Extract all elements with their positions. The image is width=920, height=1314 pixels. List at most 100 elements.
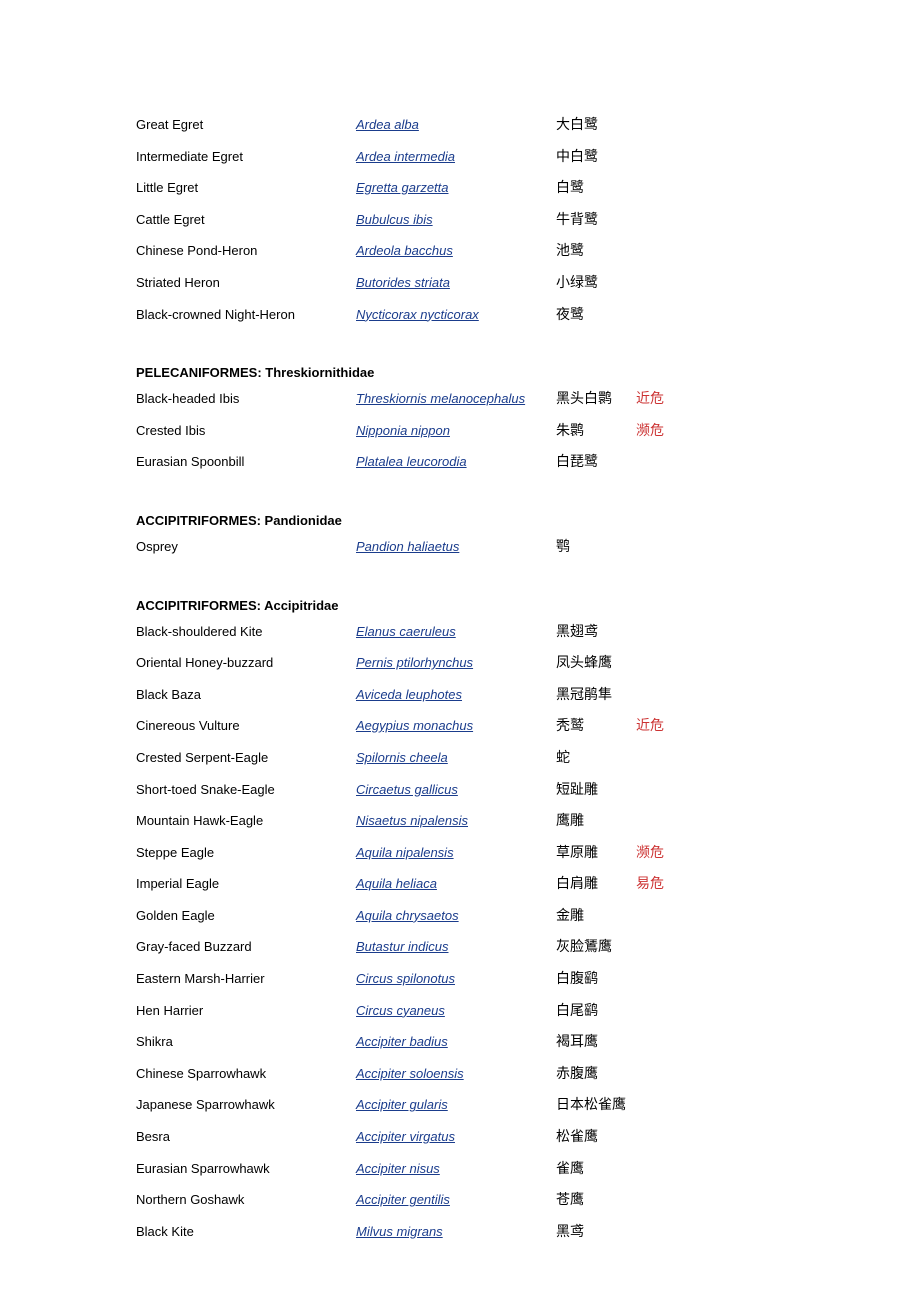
chinese-name: 黑翅鸢: [556, 623, 636, 643]
scientific-name-link[interactable]: Spilornis cheela: [356, 750, 448, 765]
scientific-name-cell: Platalea leucorodia: [356, 453, 556, 471]
scientific-name-link[interactable]: Elanus caeruleus: [356, 624, 456, 639]
scientific-name-link[interactable]: Ardea alba: [356, 117, 419, 132]
bird-row: Striated HeronButorides striata小绿鹭: [136, 274, 784, 294]
scientific-name-link[interactable]: Accipiter nisus: [356, 1161, 440, 1176]
scientific-name-link[interactable]: Accipiter badius: [356, 1034, 448, 1049]
chinese-name: 黑鸢: [556, 1223, 636, 1243]
bird-section: ACCIPITRIFORMES: Accipitridae Black-shoul…: [136, 598, 784, 1243]
scientific-name-link[interactable]: Nipponia nippon: [356, 423, 450, 438]
common-name: Eurasian Sparrowhawk: [136, 1160, 356, 1178]
scientific-name-link[interactable]: Aegypius monachus: [356, 718, 473, 733]
scientific-name-link[interactable]: Circaetus gallicus: [356, 782, 458, 797]
chinese-name: 灰脸鵟鹰: [556, 938, 636, 958]
chinese-name: 金雕: [556, 907, 636, 927]
scientific-name-cell: Milvus migrans: [356, 1223, 556, 1241]
section-header: ACCIPITRIFORMES: Accipitridae: [136, 598, 784, 613]
common-name: Black-shouldered Kite: [136, 623, 356, 641]
scientific-name-link[interactable]: Aquila chrysaetos: [356, 908, 459, 923]
scientific-name-link[interactable]: Pernis ptilorhynchus: [356, 655, 473, 670]
scientific-name-link[interactable]: Accipiter soloensis: [356, 1066, 464, 1081]
scientific-name-cell: Aquila chrysaetos: [356, 907, 556, 925]
bird-species-list: Great EgretArdea alba大白鹭Intermediate Egr…: [136, 116, 784, 1242]
scientific-name-link[interactable]: Aviceda leuphotes: [356, 687, 462, 702]
common-name: Chinese Sparrowhawk: [136, 1065, 356, 1083]
scientific-name-link[interactable]: Milvus migrans: [356, 1224, 443, 1239]
chinese-name: 白鹭: [556, 179, 636, 199]
conservation-status: 易危: [636, 875, 696, 895]
common-name: Cinereous Vulture: [136, 717, 356, 735]
bird-row: Gray-faced BuzzardButastur indicus 灰脸鵟鹰: [136, 938, 784, 958]
scientific-name-cell: Aegypius monachus: [356, 717, 556, 735]
common-name: Shikra: [136, 1033, 356, 1051]
bird-section: PELECANIFORMES: ThreskiornithidaeBlack-h…: [136, 365, 784, 473]
bird-row: Black BazaAviceda leuphotes黑冠鹃隼: [136, 686, 784, 706]
common-name: Eastern Marsh-Harrier: [136, 970, 356, 988]
bird-row: Mountain Hawk-EagleNisaetus nipalensis鹰雕: [136, 812, 784, 832]
scientific-name-cell: Circaetus gallicus: [356, 781, 556, 799]
bird-row: Crested Serpent-EagleSpilornis cheela蛇: [136, 749, 784, 769]
section-header: PELECANIFORMES: Threskiornithidae: [136, 365, 784, 380]
scientific-name-link[interactable]: Butorides striata: [356, 275, 450, 290]
scientific-name-link[interactable]: Nisaetus nipalensis: [356, 813, 468, 828]
chinese-name: 草原雕: [556, 844, 636, 864]
chinese-name: 秃鹫: [556, 717, 636, 737]
conservation-status: 近危: [636, 717, 696, 737]
scientific-name-link[interactable]: Bubulcus ibis: [356, 212, 433, 227]
bird-row: Little EgretEgretta garzetta 白鹭: [136, 179, 784, 199]
bird-row: Black-crowned Night-HeronNycticorax nyct…: [136, 306, 784, 326]
common-name: Cattle Egret: [136, 211, 356, 229]
bird-row: Short-toed Snake-EagleCircaetus gallicus…: [136, 781, 784, 801]
bird-row: Japanese SparrowhawkAccipiter gularis日本松…: [136, 1096, 784, 1116]
scientific-name-link[interactable]: Circus cyaneus: [356, 1003, 445, 1018]
common-name: Short-toed Snake-Eagle: [136, 781, 356, 799]
chinese-name: 苍鹰: [556, 1191, 636, 1211]
scientific-name-cell: Nisaetus nipalensis: [356, 812, 556, 830]
scientific-name-link[interactable]: Accipiter gentilis: [356, 1192, 450, 1207]
bird-row: Cattle EgretBubulcus ibis牛背鹭: [136, 211, 784, 231]
scientific-name-link[interactable]: Threskiornis melanocephalus: [356, 391, 525, 406]
scientific-name-link[interactable]: Aquila heliaca: [356, 876, 437, 891]
chinese-name: 松雀鹰: [556, 1128, 636, 1148]
scientific-name-cell: Ardeola bacchus: [356, 242, 556, 260]
common-name: Mountain Hawk-Eagle: [136, 812, 356, 830]
scientific-name-link[interactable]: Nycticorax nycticorax: [356, 307, 479, 322]
scientific-name-cell: Accipiter soloensis: [356, 1065, 556, 1083]
chinese-name: 鹗: [556, 538, 636, 558]
common-name: Golden Eagle: [136, 907, 356, 925]
scientific-name-cell: Circus spilonotus: [356, 970, 556, 988]
scientific-name-cell: Circus cyaneus: [356, 1002, 556, 1020]
scientific-name-link[interactable]: Aquila nipalensis: [356, 845, 454, 860]
bird-row: Intermediate EgretArdea intermedia中白鹭: [136, 148, 784, 168]
common-name: Japanese Sparrowhawk: [136, 1096, 356, 1114]
common-name: Besra: [136, 1128, 356, 1146]
chinese-name: 雀鹰: [556, 1160, 636, 1180]
scientific-name-cell: Ardea alba: [356, 116, 556, 134]
scientific-name-link[interactable]: Egretta garzetta: [356, 180, 449, 195]
chinese-name: 赤腹鹰: [556, 1065, 636, 1085]
scientific-name-cell: Accipiter badius: [356, 1033, 556, 1051]
common-name: Little Egret: [136, 179, 356, 197]
common-name: Gray-faced Buzzard: [136, 938, 356, 956]
common-name: Osprey: [136, 538, 356, 556]
scientific-name-cell: Accipiter virgatus: [356, 1128, 556, 1146]
conservation-status: 濒危: [636, 422, 696, 442]
common-name: Northern Goshawk: [136, 1191, 356, 1209]
scientific-name-link[interactable]: Platalea leucorodia: [356, 454, 467, 469]
chinese-name: 白尾鹞: [556, 1002, 636, 1022]
scientific-name-link[interactable]: Circus spilonotus: [356, 971, 455, 986]
scientific-name-link[interactable]: Ardeola bacchus: [356, 243, 453, 258]
chinese-name: 小绿鹭: [556, 274, 636, 294]
scientific-name-link[interactable]: Ardea intermedia: [356, 149, 455, 164]
bird-row: Crested IbisNipponia nippon朱鹮濒危: [136, 422, 784, 442]
scientific-name-cell: Threskiornis melanocephalus: [356, 390, 556, 408]
scientific-name-link[interactable]: Accipiter virgatus: [356, 1129, 455, 1144]
bird-row: Eurasian SparrowhawkAccipiter nisus 雀鹰: [136, 1160, 784, 1180]
scientific-name-link[interactable]: Accipiter gularis: [356, 1097, 448, 1112]
scientific-name-cell: Ardea intermedia: [356, 148, 556, 166]
scientific-name-cell: Accipiter gularis: [356, 1096, 556, 1114]
conservation-status: 近危: [636, 390, 696, 410]
chinese-name: 短趾雕: [556, 781, 636, 801]
scientific-name-link[interactable]: Pandion haliaetus: [356, 539, 459, 554]
scientific-name-link[interactable]: Butastur indicus: [356, 939, 449, 954]
